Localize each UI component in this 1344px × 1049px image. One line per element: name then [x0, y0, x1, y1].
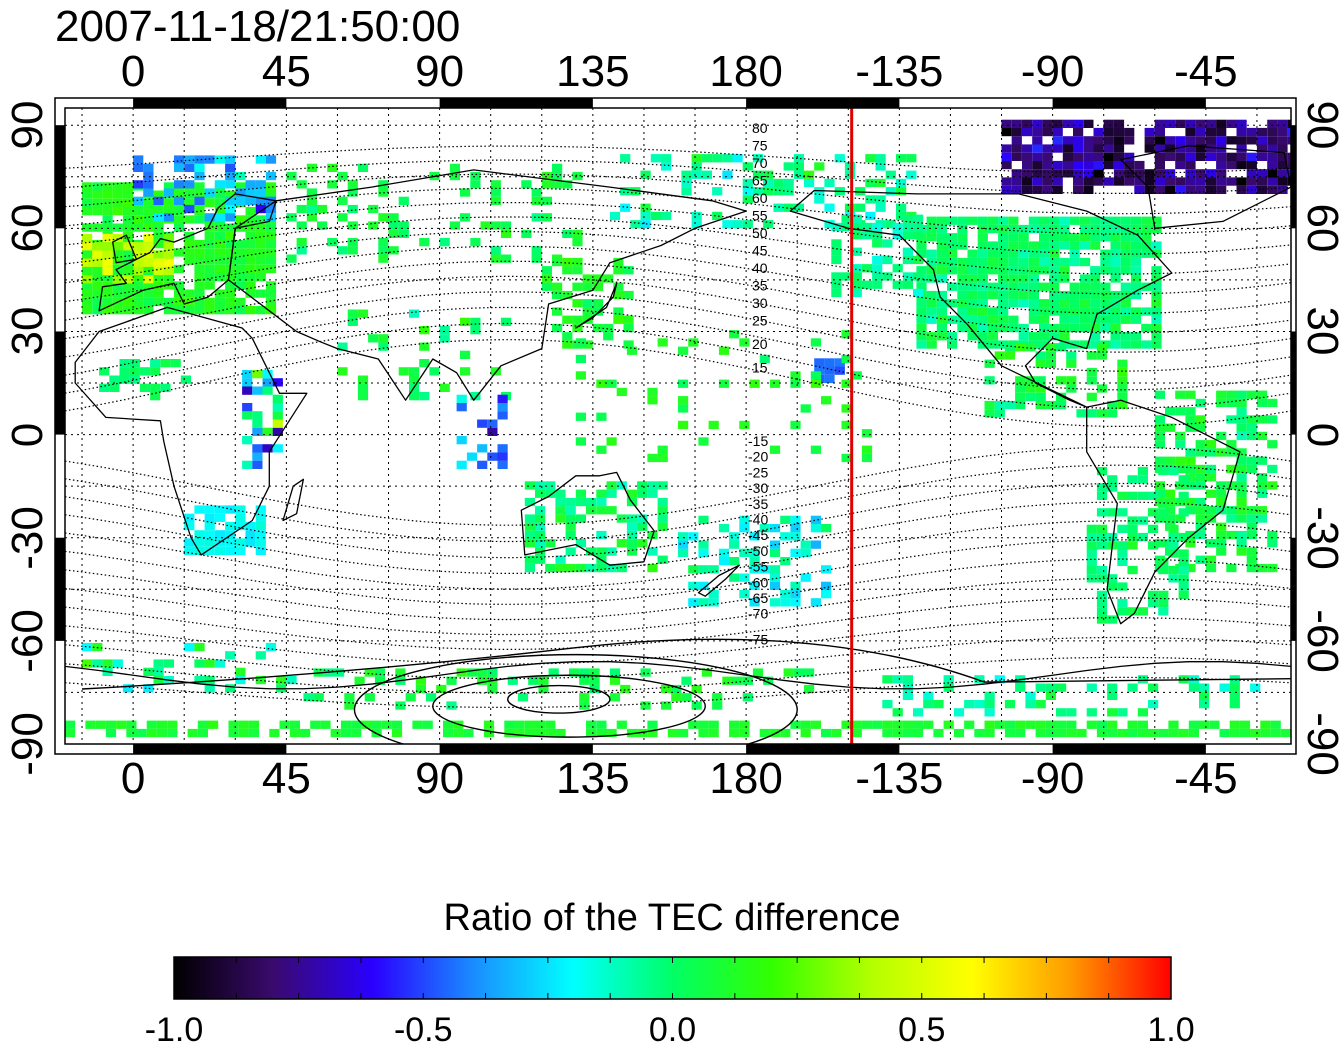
contour-label: -25	[748, 464, 768, 480]
frame-segment	[1052, 744, 1206, 754]
contour-label: -55	[748, 559, 768, 575]
contour-label: 20	[752, 336, 768, 352]
contour-label: 50	[752, 225, 768, 241]
contour-label: -50	[748, 543, 768, 559]
contour-label: 65	[752, 173, 768, 189]
contour-labels: 8075706560555045403530252015-15-20-25-30…	[748, 120, 768, 647]
longitude-tick-label: -135	[855, 47, 944, 96]
contour-label: -15	[748, 433, 768, 449]
longitude-tick-label: 135	[556, 47, 630, 96]
frame-segment	[55, 537, 65, 641]
longitude-tick-label: 90	[415, 754, 465, 803]
colorbar-tick-label: 0.0	[648, 1011, 697, 1049]
frame-segment	[55, 125, 65, 229]
longitude-tick-label: 135	[556, 754, 630, 803]
colorbar	[173, 956, 1172, 1000]
frame-segment	[1291, 125, 1296, 229]
contour-label: 30	[752, 295, 768, 311]
contour-label: 35	[752, 278, 768, 294]
longitude-tick-label: 45	[261, 754, 311, 803]
frame-segment	[746, 98, 900, 108]
latitude-tick-label: -90	[1298, 712, 1344, 776]
contour-label: 15	[752, 360, 768, 376]
magnetic-latitude-contours	[65, 145, 1291, 708]
contour-label: -60	[748, 574, 768, 590]
contour-label: -65	[748, 590, 768, 606]
contour-label: -20	[748, 449, 768, 465]
frame-segment	[1052, 98, 1206, 108]
contour-label: 75	[752, 138, 768, 154]
timestamp-title: 2007-11-18/21:50:00	[55, 2, 461, 51]
contour-label: 60	[752, 190, 768, 206]
contour-label: 55	[752, 208, 768, 224]
frame-segment	[439, 98, 593, 108]
contour-label: -30	[748, 480, 768, 496]
longitude-tick-label: -90	[1020, 754, 1085, 803]
longitude-tick-label: -45	[1174, 47, 1238, 96]
colorbar-title: Ratio of the TEC difference	[443, 897, 901, 939]
contour-label: 80	[752, 120, 768, 136]
contour-label: 25	[752, 313, 768, 329]
frame-segment	[746, 744, 900, 754]
frame-segment	[439, 744, 593, 754]
latitude-tick-label: -90	[3, 712, 52, 776]
frame-segment	[1291, 331, 1296, 435]
contour-label: -35	[748, 496, 768, 512]
longitude-tick-label: 0	[120, 754, 146, 803]
tec-data-cells	[65, 119, 1291, 738]
contour-label: -45	[748, 527, 768, 543]
longitude-tick-label: 0	[120, 47, 146, 96]
longitude-tick-label: 90	[415, 47, 465, 96]
longitude-tick-label: 180	[709, 754, 783, 803]
longitude-tick-label: 180	[709, 47, 783, 96]
coastlines	[65, 145, 1291, 690]
longitude-tick-label: -135	[855, 754, 944, 803]
longitude-tick-label: -45	[1174, 754, 1238, 803]
contour-label: -70	[748, 606, 768, 622]
frame-segment	[133, 98, 287, 108]
colorbar-tick-label: 1.0	[1147, 1011, 1195, 1049]
south-pole-contours	[81, 638, 1291, 744]
contour-label: -40	[748, 512, 768, 528]
longitude-tick-label: 45	[261, 47, 311, 96]
colorbar-tick-label: -1.0	[144, 1011, 204, 1049]
contour-label: -75	[748, 631, 768, 647]
colorbar-tick-label: -0.5	[393, 1011, 453, 1049]
contour-label: 70	[752, 155, 768, 171]
frame-segment	[55, 331, 65, 435]
longitude-tick-label: -90	[1020, 47, 1085, 96]
frame-segment	[1291, 537, 1296, 641]
contour-label: 45	[752, 243, 768, 259]
contour-label: 40	[752, 260, 768, 276]
colorbar-tick-label: 0.5	[898, 1011, 946, 1049]
frame-segment	[133, 744, 287, 754]
